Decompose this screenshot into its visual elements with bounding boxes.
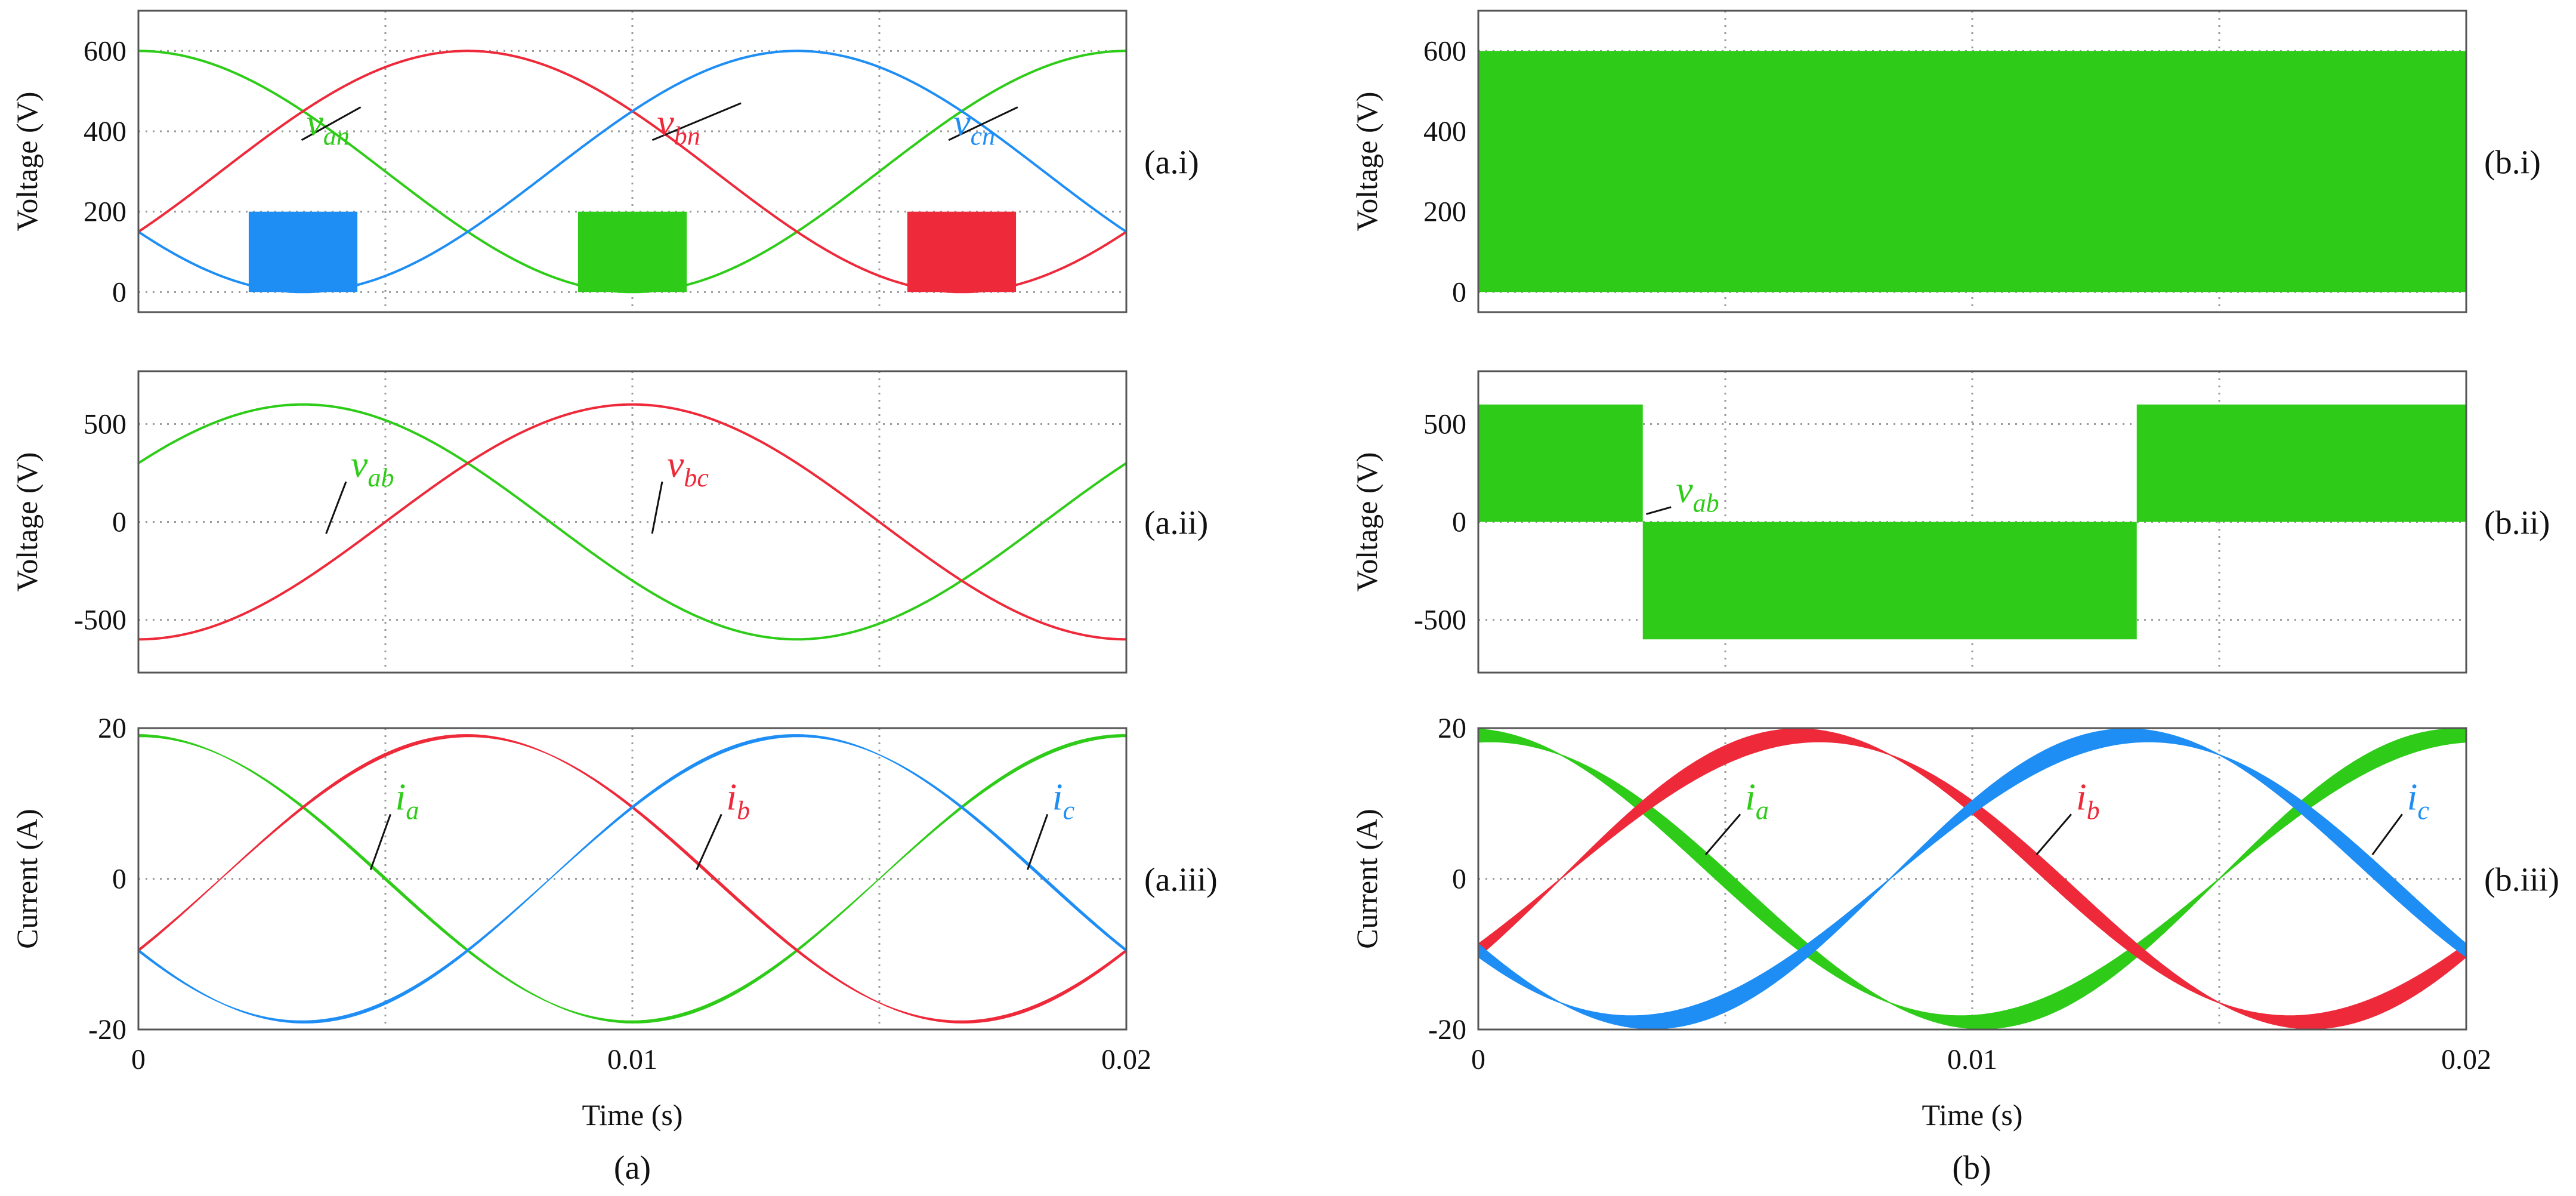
panel-label: (b.i) xyxy=(2484,144,2541,181)
annotation-label-c: ic xyxy=(1052,775,1075,825)
y-axis-label: Voltage (V) xyxy=(1350,452,1383,592)
ytick-label: 0 xyxy=(1452,864,1466,895)
caption-a: (a) xyxy=(614,1149,651,1186)
y-axis-label: Voltage (V) xyxy=(10,452,44,592)
ytick-label: 200 xyxy=(84,196,126,228)
annotation-label-b: ib xyxy=(2076,775,2100,825)
panel-a_i: 0 200 400 600 Voltage (V) (a.i) van vbn vcn xyxy=(10,10,1199,313)
annotation-label-c: ic xyxy=(2407,775,2430,825)
plot-frame xyxy=(1477,370,2467,674)
ytick-label: -20 xyxy=(1428,1014,1466,1046)
xtick-label: 0.02 xyxy=(2441,1044,2491,1075)
panel-a_ii: -500 0 500 Voltage (V) (a.ii) vab vbc xyxy=(10,370,1208,674)
annotation-label-a: ia xyxy=(396,775,419,825)
xtick-label: 0 xyxy=(1471,1044,1485,1075)
annotation-label-a: ia xyxy=(1745,775,1769,825)
ytick-label: 400 xyxy=(84,116,126,147)
panel-label: (a.ii) xyxy=(1144,505,1208,542)
x-axis-label: Time (s) xyxy=(582,1098,682,1132)
pwm-block-v_an-0 xyxy=(577,211,687,292)
x-axis-label: Time (s) xyxy=(1922,1098,2022,1132)
ytick-label: 0 xyxy=(1452,507,1466,538)
y-axis-label: Voltage (V) xyxy=(1350,92,1383,232)
ytick-label: 500 xyxy=(1423,409,1466,440)
annotation-leader-bc xyxy=(651,481,663,534)
ytick-label: 200 xyxy=(1423,196,1466,228)
ytick-label: 20 xyxy=(98,713,126,744)
y-axis-label: Current (A) xyxy=(10,809,44,949)
ytick-label: 400 xyxy=(1423,116,1466,147)
annotation-label-bc: vbc xyxy=(667,443,709,492)
ytick-label: 0 xyxy=(112,507,126,538)
pwm-block-v_bn-0 xyxy=(907,211,1017,292)
panel-label: (b.iii) xyxy=(2484,862,2559,899)
plot-frame xyxy=(137,10,1128,313)
ytick-label: 500 xyxy=(84,409,126,440)
panel-label: (a.i) xyxy=(1144,144,1199,181)
panel-label: (b.ii) xyxy=(2484,505,2550,542)
plot-frame xyxy=(1477,10,2467,313)
panel-b_ii: -500 0 500 Voltage (V) (b.ii) vab xyxy=(1350,370,2550,674)
xtick-label: 0.01 xyxy=(607,1044,657,1075)
segment-v_ab-0 xyxy=(1478,404,1643,522)
annotation-leader-ab xyxy=(1646,506,1672,515)
ytick-label: -20 xyxy=(88,1014,126,1046)
panel-b_i: 0 200 400 600 Voltage (V) (b.i) xyxy=(1350,10,2541,313)
plot-frame xyxy=(1477,727,2467,1031)
series-v_cn xyxy=(137,50,1128,294)
ytick-label: -500 xyxy=(1414,604,1466,636)
y-axis-label: Current (A) xyxy=(1350,809,1383,949)
annotation-label-ab: vab xyxy=(351,443,394,492)
annotation-leader-ab xyxy=(325,481,347,534)
annotation-leader-an xyxy=(301,106,362,141)
ytick-label: 0 xyxy=(112,276,126,308)
ytick-label: -500 xyxy=(74,604,126,636)
segment-v_ab-1 xyxy=(1642,522,2137,640)
annotation-label-bn: vbn xyxy=(657,101,700,151)
plot-frame xyxy=(137,370,1128,674)
y-axis-label: Voltage (V) xyxy=(10,92,44,232)
annotation-leader-c xyxy=(2371,813,2403,855)
segment-v_ab-2 xyxy=(2136,404,2466,522)
ytick-label: 0 xyxy=(1452,276,1466,308)
series-v_an xyxy=(1478,51,2466,292)
band-v_an xyxy=(1478,51,2466,292)
annotation-leader-cn xyxy=(948,106,1018,141)
annotation-leader-a xyxy=(369,813,391,870)
xtick-label: 0 xyxy=(131,1044,146,1075)
pwm-block-v_cn-0 xyxy=(248,211,358,292)
series-v_ab xyxy=(1478,404,2466,640)
annotation-leader-c xyxy=(1026,813,1049,870)
plot-frame xyxy=(137,727,1128,1031)
ytick-label: 0 xyxy=(112,864,126,895)
annotation-label-an: van xyxy=(307,101,350,151)
panel-label: (a.iii) xyxy=(1144,862,1218,899)
annotation-label-b: ib xyxy=(726,775,750,825)
xtick-label: 0.02 xyxy=(1101,1044,1151,1075)
ytick-label: 20 xyxy=(1438,713,1466,744)
annotation-label-ab: vab xyxy=(1676,468,1719,518)
series-v_bn xyxy=(137,50,1128,294)
xtick-label: 0.01 xyxy=(1947,1044,1997,1075)
annotation-leader-b xyxy=(696,813,722,870)
annotation-leader-bn xyxy=(651,102,742,141)
annotation-leader-a xyxy=(1704,813,1741,856)
annotation-leader-b xyxy=(2036,813,2072,856)
series-v_bc xyxy=(138,403,1127,641)
caption-b: (b) xyxy=(1952,1149,1991,1186)
ytick-label: 600 xyxy=(1423,35,1466,67)
ytick-label: 600 xyxy=(84,35,126,67)
annotation-label-cn: vcn xyxy=(953,101,995,151)
line-v_bc xyxy=(138,403,1127,641)
